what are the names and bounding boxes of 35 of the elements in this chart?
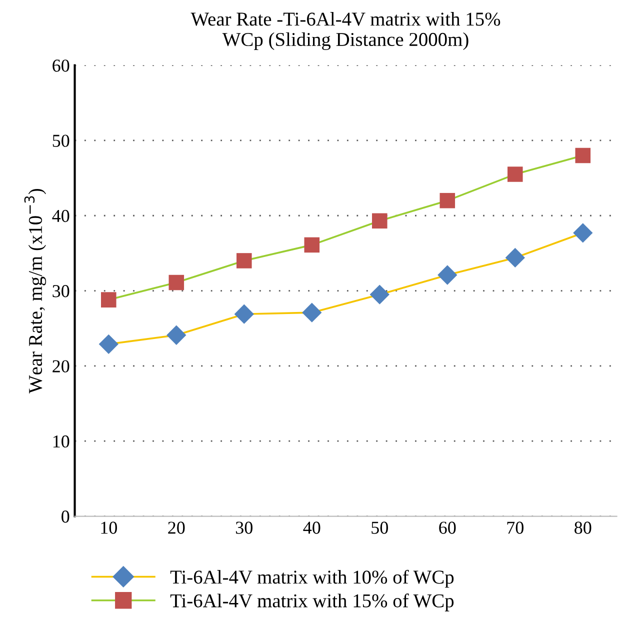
y-tick-label: 20 xyxy=(52,360,70,372)
point xyxy=(166,325,186,345)
x-tick-label: 30 xyxy=(236,522,252,534)
point xyxy=(575,148,591,164)
point xyxy=(98,334,118,354)
x-tick-label: 80 xyxy=(574,522,592,534)
legend-label: Ti-6Al-4V matrix with 10% of WCp xyxy=(170,570,454,588)
y-tick-label: 40 xyxy=(52,210,70,222)
point xyxy=(168,274,184,290)
point xyxy=(302,302,322,322)
legend-label: Ti-6Al-4V matrix with 15% of WCp xyxy=(170,594,454,612)
point xyxy=(234,304,254,324)
point xyxy=(508,166,523,182)
point xyxy=(505,248,525,268)
chart-title: Wear Rate -Ti-6Al-4V matrix with 15% WCp (Sliding Distance 2000m) xyxy=(190,12,500,50)
x-tick-label: 70 xyxy=(507,522,524,534)
point xyxy=(438,265,458,285)
point xyxy=(370,284,390,304)
x-tick-label: 10 xyxy=(101,522,117,534)
point xyxy=(440,192,456,208)
x-tick-label: 20 xyxy=(168,522,185,534)
y-axis-title: Wear Rate, mg/m (x10$^{−3}$) xyxy=(24,188,46,394)
y-tick-label: 60 xyxy=(52,60,70,72)
point xyxy=(573,223,593,243)
point xyxy=(372,213,388,229)
point xyxy=(236,253,252,268)
x-tick-label: 60 xyxy=(439,522,456,534)
x-tick-label: 40 xyxy=(303,522,320,534)
y-tick-label: 50 xyxy=(52,134,70,147)
y-tick-label: 30 xyxy=(52,285,70,298)
y-tick-label: 10 xyxy=(53,435,70,448)
x-tick-label: 50 xyxy=(372,522,388,534)
point xyxy=(304,237,320,253)
y-tick-label: 0 xyxy=(62,510,70,523)
point xyxy=(100,292,116,308)
